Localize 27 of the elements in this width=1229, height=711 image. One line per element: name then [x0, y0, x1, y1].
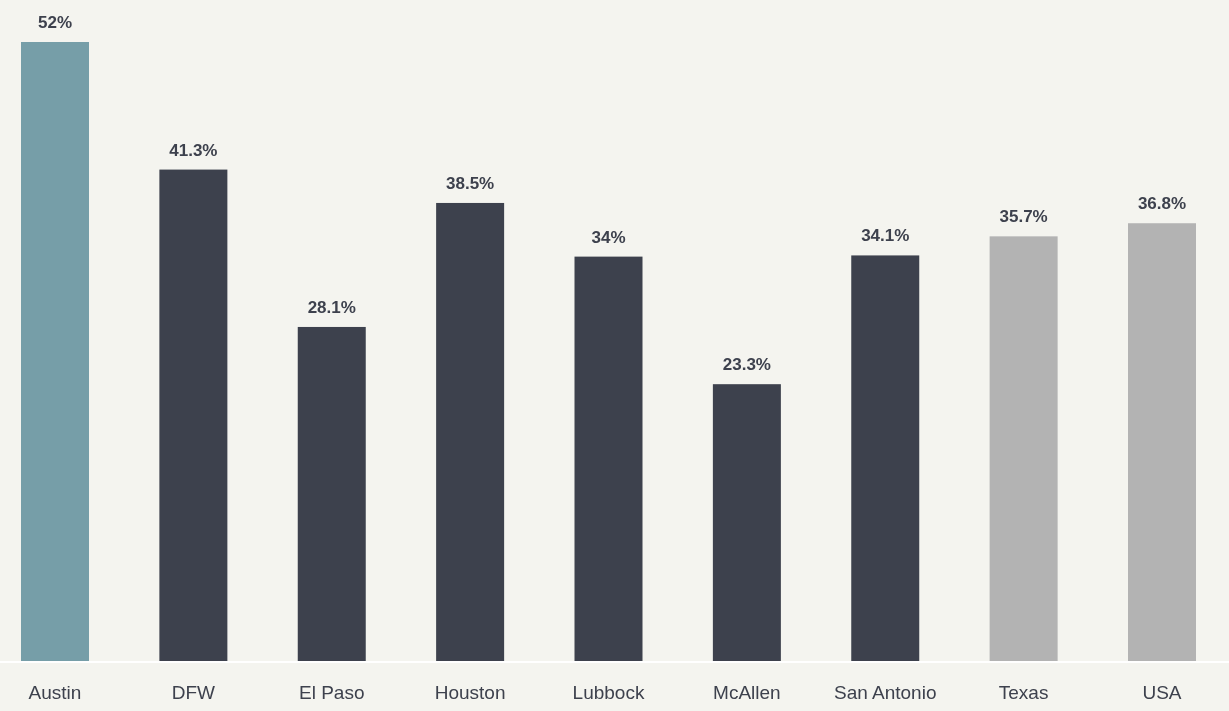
x-tick-label: Houston — [434, 682, 506, 703]
data-label: 34.1% — [861, 226, 910, 246]
bar — [436, 202, 505, 662]
data-label: 41.3% — [169, 140, 218, 160]
bar — [574, 256, 643, 662]
bar — [989, 236, 1058, 662]
x-tick-label: USA — [1142, 682, 1182, 703]
bar — [21, 42, 89, 662]
data-label: 36.8% — [1137, 194, 1187, 214]
data-label: 23.3% — [722, 355, 771, 375]
bar — [159, 169, 228, 662]
bar — [851, 255, 920, 662]
data-label: 34% — [591, 227, 626, 247]
x-tick-label: San Antonio — [834, 682, 937, 703]
x-tick-label: Austin — [28, 682, 82, 703]
x-tick-label: Lubbock — [572, 682, 645, 703]
x-tick-label: DFW — [171, 682, 216, 703]
data-label: 28.1% — [307, 297, 356, 317]
bar — [712, 384, 781, 662]
data-label: 38.5% — [446, 173, 495, 193]
x-tick-label: Texas — [998, 682, 1049, 703]
data-label: 52% — [37, 13, 73, 32]
bar — [1128, 223, 1196, 662]
x-tick-label: El Paso — [299, 682, 365, 703]
bar — [297, 326, 366, 662]
x-tick-label: McAllen — [713, 682, 781, 703]
data-label: 35.7% — [999, 207, 1048, 227]
